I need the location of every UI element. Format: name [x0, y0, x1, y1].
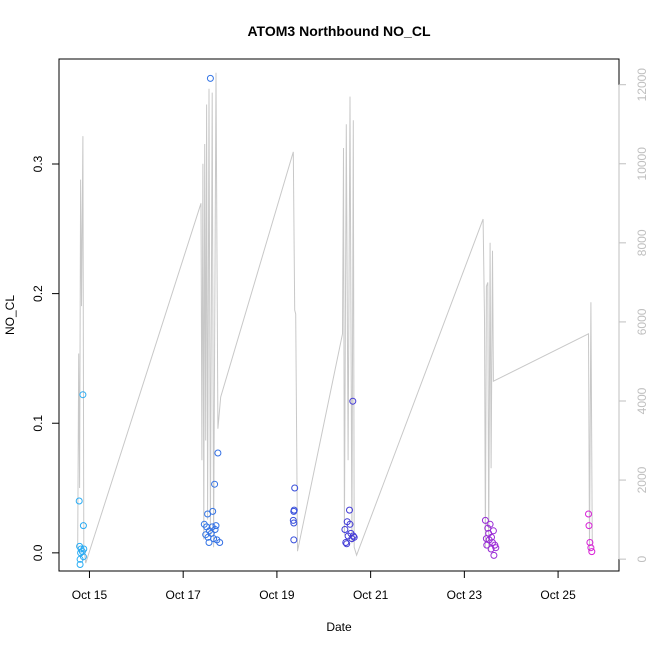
- data-point: [490, 551, 498, 559]
- x-tick-label: Oct 25: [540, 588, 576, 602]
- data-point: [206, 74, 214, 82]
- data-point: [205, 539, 213, 546]
- data-point: [587, 544, 595, 552]
- data-point: [76, 561, 84, 568]
- y-tick-label: 0.2: [31, 285, 45, 302]
- data-point: [349, 532, 357, 540]
- data-point: [212, 522, 220, 530]
- data-point: [289, 516, 297, 524]
- x-tick-label: Oct 21: [353, 588, 389, 602]
- data-point: [290, 519, 298, 527]
- data-point: [346, 520, 354, 528]
- data-point: [492, 544, 500, 552]
- x-tick-label: Oct 15: [72, 588, 108, 602]
- x-tick-label: Oct 19: [259, 588, 295, 602]
- data-point: [487, 545, 495, 553]
- data-point: [75, 497, 83, 505]
- points-group: [75, 74, 596, 568]
- data-point: [585, 510, 592, 518]
- y2-axis: 0 2000 4000 6000 8000 10000 12000: [618, 68, 649, 562]
- y2-tick-label: 0: [635, 555, 649, 562]
- data-point: [586, 539, 594, 546]
- chart-title: ATOM3 Northbound NO_CL: [247, 23, 430, 39]
- data-point: [216, 539, 224, 546]
- data-point: [211, 526, 219, 533]
- y2-tick-label: 2000: [635, 466, 649, 493]
- data-point: [211, 480, 219, 488]
- y2-tick-label: 6000: [635, 308, 649, 335]
- data-point: [290, 536, 298, 544]
- y2-tick-label: 12000: [635, 68, 649, 102]
- data-point: [342, 539, 350, 546]
- data-point: [78, 548, 86, 556]
- x-axis: Oct 15 Oct 17 Oct 19 Oct 21 Oct 23 Oct 25: [72, 570, 576, 602]
- y2-tick-label: 10000: [635, 147, 649, 181]
- y2-tick-label: 8000: [635, 229, 649, 256]
- data-point: [79, 391, 87, 399]
- data-point: [210, 535, 218, 543]
- y-axis-label: NO_CL: [3, 295, 17, 335]
- line-series-group: [77, 72, 593, 564]
- data-point: [291, 484, 299, 492]
- x-tick-label: Oct 23: [447, 588, 483, 602]
- data-point: [341, 526, 349, 533]
- data-point: [209, 507, 217, 515]
- y-axis: 0.0 0.1 0.2 0.3: [31, 155, 60, 561]
- data-point: [484, 524, 492, 532]
- x-axis-label: Date: [326, 620, 352, 634]
- x-tick-label: Oct 17: [166, 588, 202, 602]
- y-tick-label: 0.3: [31, 155, 45, 172]
- data-point: [214, 449, 222, 457]
- plot-frame: [58, 58, 620, 572]
- data-point: [486, 520, 494, 528]
- data-point: [349, 397, 357, 405]
- data-point: [290, 507, 298, 515]
- data-point: [585, 522, 593, 530]
- data-point: [488, 533, 495, 541]
- data-point: [346, 506, 353, 514]
- data-point: [489, 527, 497, 535]
- data-point: [588, 548, 596, 556]
- line-series: [77, 72, 593, 564]
- data-point: [481, 516, 489, 524]
- data-point: [79, 553, 87, 561]
- data-point: [79, 522, 87, 530]
- data-point: [343, 540, 351, 548]
- y-tick-label: 0.1: [31, 415, 45, 432]
- y2-tick-label: 4000: [635, 387, 649, 414]
- data-point: [350, 533, 358, 541]
- y-tick-label: 0.0: [31, 544, 45, 561]
